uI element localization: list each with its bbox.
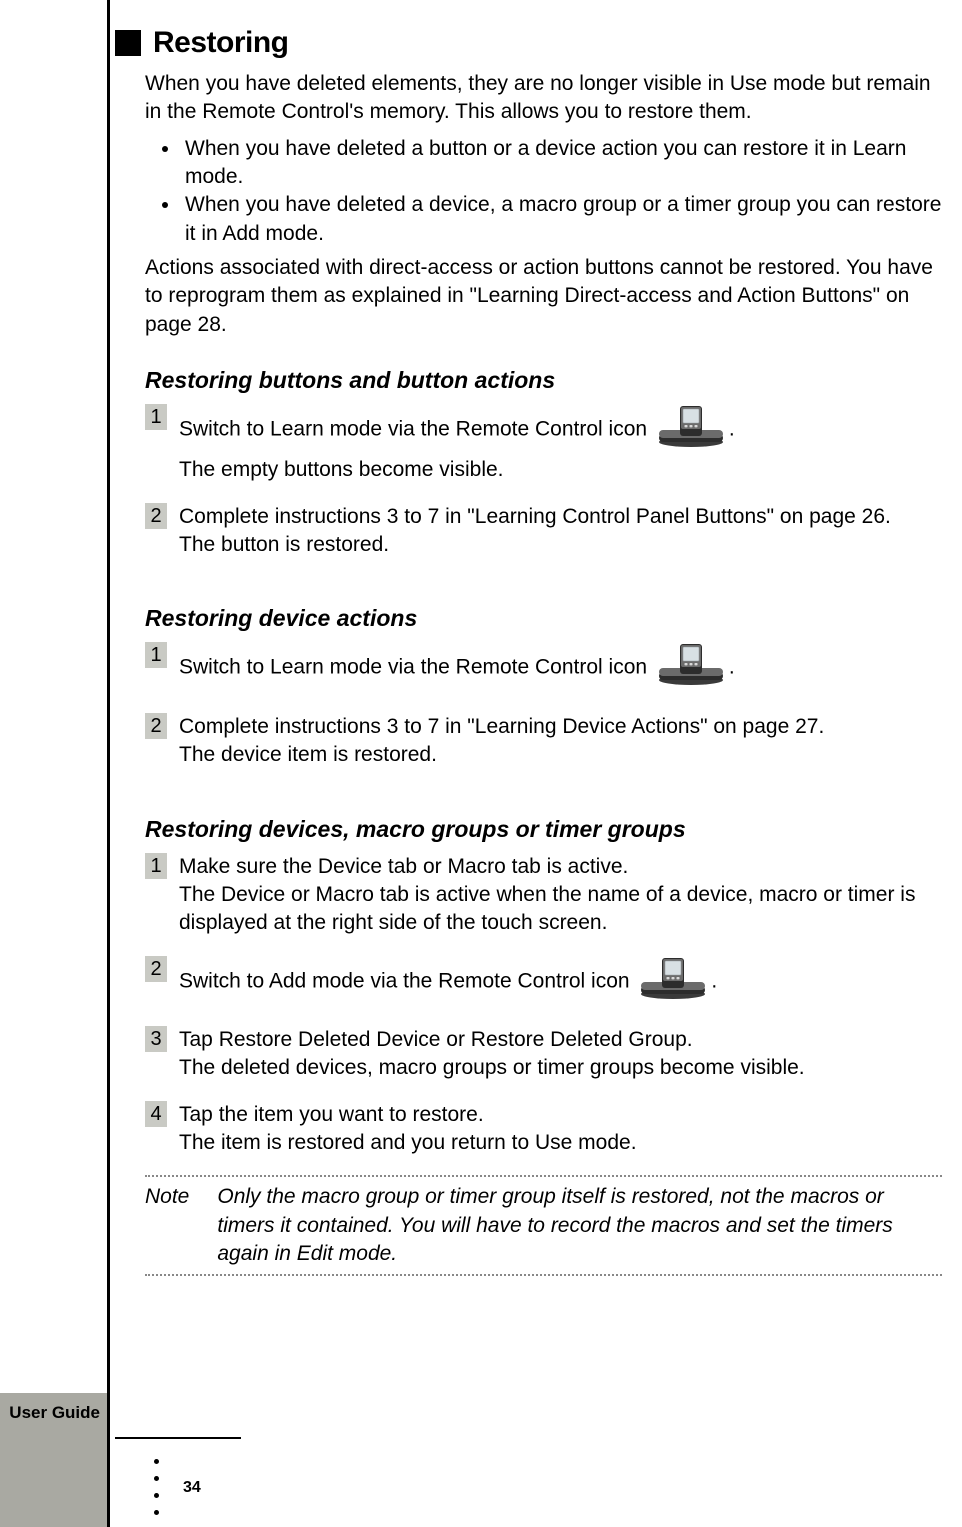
step-result: The item is restored and you return to U… [179,1129,942,1157]
bullet-item: When you have deleted a button or a devi… [181,135,942,192]
step-row: 2 Complete instructions 3 to 7 in "Learn… [145,713,942,770]
step-row: 1 Make sure the Device tab or Macro tab … [145,853,942,938]
step-body: Switch to Learn mode via the Remote Cont… [179,642,942,694]
step-row: 2 Complete instructions 3 to 7 in "Learn… [145,503,942,560]
page-number-rule [115,1437,241,1439]
note-rule-top [145,1175,942,1177]
step-result: The empty buttons become visible. [179,456,942,484]
step-number-badge: 2 [145,956,167,982]
step-result: The device item is restored. [179,741,942,769]
note-row: Note Only the macro group or timer group… [145,1183,942,1268]
step-result: The Device or Macro tab is active when t… [179,881,942,938]
subheading: Restoring devices, macro groups or timer… [145,816,942,843]
page-title: Restoring [153,26,289,60]
remote-control-icon [655,642,727,694]
note-rule-bottom [145,1274,942,1276]
step-text-after: . [711,969,717,992]
step-body: Tap Restore Deleted Device or Restore De… [179,1026,942,1083]
step-row: 2 Switch to Add mode via the Remote Cont… [145,956,942,1008]
step-instruction: Switch to Add mode via the Remote Contro… [179,956,942,1008]
step-instruction: Complete instructions 3 to 7 in "Learnin… [179,713,942,741]
step-number-badge: 1 [145,404,167,430]
title-row: Restoring [145,26,942,60]
step-instruction: Switch to Learn mode via the Remote Cont… [179,642,942,694]
step-result: The button is restored. [179,531,942,559]
step-body: Switch to Learn mode via the Remote Cont… [179,404,942,485]
step-instruction: Switch to Learn mode via the Remote Cont… [179,404,942,456]
remote-control-icon [637,956,709,1008]
subheading: Restoring buttons and button actions [145,367,942,394]
vertical-dots-ornament [154,1459,159,1515]
step-instruction: Complete instructions 3 to 7 in "Learnin… [179,503,942,531]
step-text-after: . [729,418,735,441]
after-bullets-paragraph: Actions associated with direct-access or… [145,254,942,339]
step-body: Complete instructions 3 to 7 in "Learnin… [179,713,942,770]
bullet-list: When you have deleted a button or a devi… [181,135,942,248]
remote-control-icon [655,404,727,456]
step-body: Tap the item you want to restore. The it… [179,1101,942,1158]
user-guide-label: User Guide [0,1403,110,1423]
step-number-badge: 3 [145,1026,167,1052]
step-number-badge: 4 [145,1101,167,1127]
step-text-before: Switch to Learn mode via the Remote Cont… [179,656,653,679]
note-label: Note [145,1183,189,1268]
step-text-after: . [729,656,735,679]
step-number-badge: 2 [145,503,167,529]
note-text: Only the macro group or timer group itse… [217,1183,942,1268]
step-row: 3 Tap Restore Deleted Device or Restore … [145,1026,942,1083]
subheading: Restoring device actions [145,605,942,632]
step-text-before: Switch to Add mode via the Remote Contro… [179,969,635,992]
page-number: 34 [183,1479,201,1497]
bullet-item: When you have deleted a device, a macro … [181,191,942,248]
step-row: 1 Switch to Learn mode via the Remote Co… [145,404,942,485]
step-row: 1 Switch to Learn mode via the Remote Co… [145,642,942,694]
step-instruction: Make sure the Device tab or Macro tab is… [179,853,942,881]
step-body: Complete instructions 3 to 7 in "Learnin… [179,503,942,560]
step-instruction: Tap Restore Deleted Device or Restore De… [179,1026,942,1054]
step-number-badge: 1 [145,642,167,668]
step-row: 4 Tap the item you want to restore. The … [145,1101,942,1158]
intro-paragraph: When you have deleted elements, they are… [145,70,942,127]
step-number-badge: 2 [145,713,167,739]
left-margin-column: User Guide [0,0,110,1527]
step-result: The deleted devices, macro groups or tim… [179,1054,942,1082]
step-number-badge: 1 [145,853,167,879]
title-bullet-square [115,30,141,56]
step-text-before: Switch to Learn mode via the Remote Cont… [179,418,653,441]
step-body: Switch to Add mode via the Remote Contro… [179,956,942,1008]
page-content: Restoring When you have deleted elements… [145,26,942,1282]
step-body: Make sure the Device tab or Macro tab is… [179,853,942,938]
step-instruction: Tap the item you want to restore. [179,1101,942,1129]
